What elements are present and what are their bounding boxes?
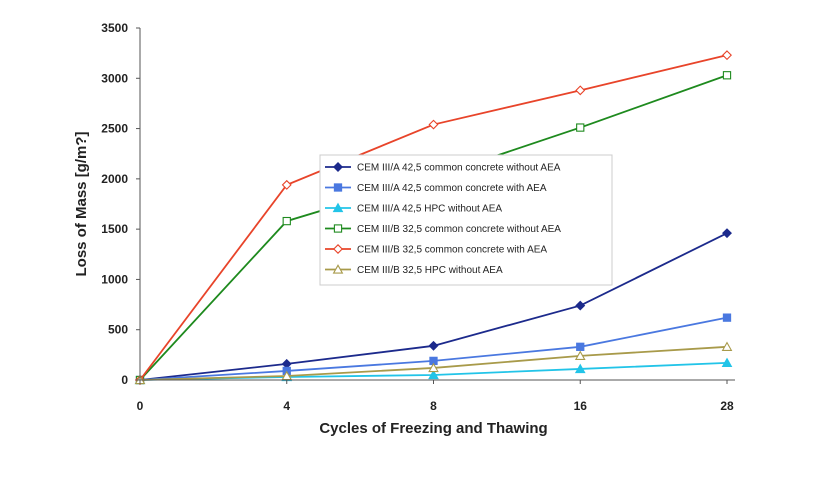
data-point [721, 341, 733, 351]
x-tick-label: 0 [137, 399, 144, 413]
legend-swatch-marker [333, 224, 343, 233]
legend-item: CEM III/B 32,5 HPC without AEA [325, 264, 503, 276]
series-group [135, 228, 732, 385]
data-point [428, 340, 439, 351]
data-point [428, 119, 439, 130]
axes-layer [139, 28, 735, 381]
legend-swatch-marker [332, 264, 344, 274]
data-point [282, 216, 291, 226]
y-tick-label: 3500 [101, 21, 128, 35]
data-point [575, 85, 586, 96]
legend-item: CEM III/B 32,5 common concrete with AEA [325, 244, 547, 256]
data-point [722, 71, 732, 80]
legend: CEM III/A 42,5 common concrete without A… [319, 154, 613, 286]
legend-swatch-marker [332, 202, 344, 213]
legend-label: CEM III/B 32,5 HPC without AEA [357, 265, 503, 276]
legend-box [319, 154, 613, 286]
data-point [575, 300, 586, 311]
legend-label: CEM III/B 32,5 common concrete without A… [357, 224, 561, 235]
data-point [574, 363, 586, 374]
data-point [722, 313, 732, 322]
data-point [428, 369, 439, 380]
x-axis-title: Cycles of Freezing and Thawing [319, 420, 547, 437]
x-tick-label: 8 [430, 399, 437, 413]
legend-swatch-marker [333, 162, 343, 172]
data-point [576, 123, 585, 132]
legend-item: CEM III/A 42,5 HPC without AEA [325, 202, 502, 215]
x-tick-label: 4 [283, 399, 290, 413]
legend-swatch-marker [333, 244, 343, 254]
y-tick-label: 1500 [101, 222, 128, 236]
series-group [135, 50, 732, 385]
legend-item: CEM III/B 32,5 common concrete without A… [325, 224, 561, 235]
data-point [722, 50, 732, 61]
legend-item: CEM III/A 42,5 common concrete with AEA [325, 183, 547, 194]
data-point [721, 357, 733, 368]
data-point [722, 228, 732, 239]
legend-label: CEM III/B 32,5 common concrete with AEA [357, 245, 547, 256]
y-tick-label: 2000 [101, 172, 128, 186]
y-tick-label: 3000 [101, 71, 128, 85]
x-tick-label: 28 [720, 399, 734, 413]
legend-label: CEM III/A 42,5 common concrete without A… [357, 163, 561, 174]
data-point [574, 350, 586, 361]
y-axis-ticks: 0 500 1000 1500 2000 2500 3000 3500 [101, 21, 140, 387]
legend-label: CEM III/A 42,5 common concrete with AEA [357, 183, 547, 194]
y-tick-label: 2500 [101, 122, 128, 136]
y-axis-title: Loss of Mass [g/m?] [73, 131, 90, 276]
legend-label: CEM III/A 42,5 HPC without AEA [357, 204, 502, 215]
y-tick-label: 0 [121, 373, 128, 387]
x-axis-ticks: 0 4 8 16 28 [137, 380, 734, 413]
data-point [576, 342, 585, 351]
legend-swatch-marker [333, 183, 343, 192]
data-point [428, 362, 439, 373]
y-tick-label: 500 [108, 323, 128, 337]
y-tick-label: 1000 [101, 272, 128, 286]
data-point [281, 179, 292, 190]
legend-item: CEM III/A 42,5 common concrete without A… [325, 162, 561, 174]
x-tick-label: 16 [574, 399, 588, 413]
